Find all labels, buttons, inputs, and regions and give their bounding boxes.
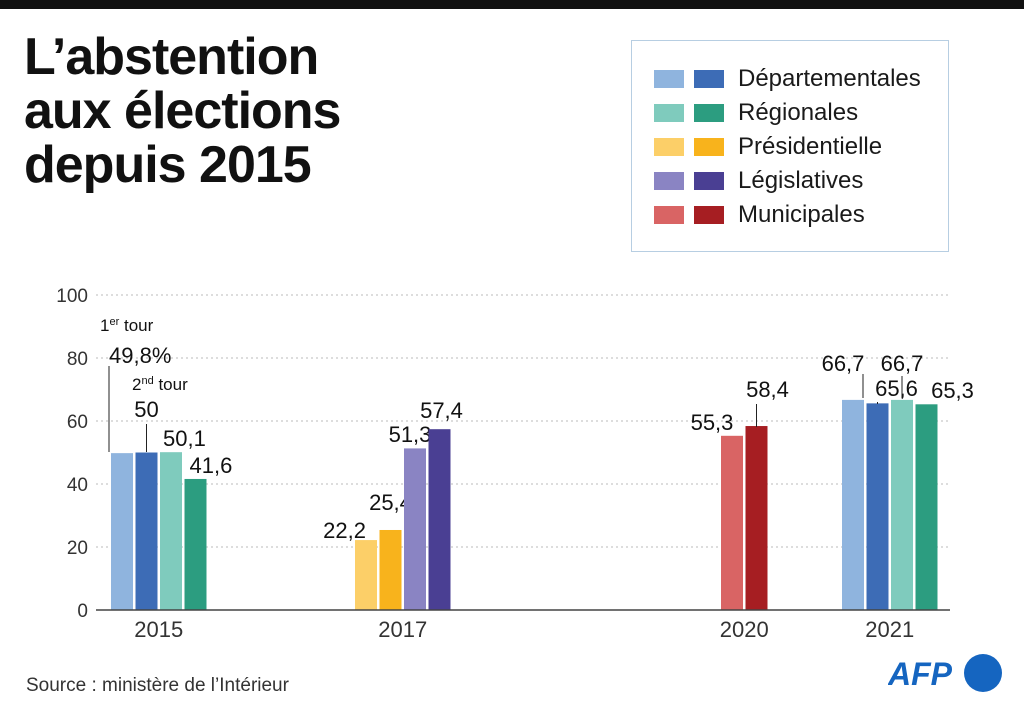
data-label: 50,1	[163, 426, 206, 451]
legend-item-regionales: Régionales	[654, 99, 859, 126]
legend-swatch-first-round	[654, 104, 684, 122]
afp-logo-circle	[964, 654, 1002, 692]
legend-item-legislatives: Législatives	[654, 167, 864, 194]
y-tick-label: 40	[67, 475, 88, 496]
legend-label: Législatives	[738, 167, 864, 194]
legend-swatch-first-round	[654, 172, 684, 190]
legend-label: Présidentielle	[738, 133, 883, 160]
data-label: 66,7	[881, 351, 924, 376]
bar-2017-2	[379, 529, 402, 610]
top-rule	[0, 0, 1024, 9]
legend-swatch-second-round	[694, 206, 724, 224]
bar-2020-1	[721, 435, 743, 610]
bar-2021-1	[842, 399, 864, 610]
first-round-annotation: 1er tour	[100, 316, 154, 335]
legend-swatch-first-round	[654, 138, 684, 156]
bar-2015-4	[184, 478, 207, 610]
data-label: 55,3	[691, 410, 734, 435]
title-line: aux élections	[24, 82, 341, 140]
legend-swatch-first-round	[654, 70, 684, 88]
legend-label: Municipales	[738, 201, 865, 228]
bar-2020-2	[745, 426, 768, 610]
bar-2015-3	[160, 452, 182, 610]
legend-swatch-second-round	[694, 104, 724, 122]
data-label: 57,4	[420, 398, 463, 423]
data-label: 66,7	[822, 351, 865, 376]
legend-item-presidentielle: Présidentielle	[654, 133, 883, 160]
bar-2021-2	[866, 403, 889, 610]
legend-label: Régionales	[738, 99, 859, 126]
data-label: 49,8%	[109, 343, 171, 368]
y-tick-label: 0	[77, 601, 88, 622]
bar-2017-4	[428, 429, 451, 610]
y-tick-label: 80	[67, 349, 88, 370]
bar-chart: 02040608010049,8%5050,141,6201522,225,45…	[56, 286, 974, 642]
y-tick-label: 60	[67, 412, 88, 433]
data-label: 41,6	[190, 453, 233, 478]
data-label: 50	[134, 397, 158, 422]
legend-swatch-second-round	[694, 172, 724, 190]
legend-item-departementales: Départementales	[654, 65, 921, 92]
legend-item-municipales: Municipales	[654, 201, 865, 228]
source-note: Source : ministère de l’Intérieur	[26, 675, 289, 696]
y-tick-label: 100	[56, 286, 88, 307]
legend-swatch-second-round	[694, 138, 724, 156]
legend-swatch-second-round	[694, 70, 724, 88]
x-tick-label: 2015	[134, 617, 183, 642]
data-label: 58,4	[746, 377, 789, 402]
page-title: L’abstention aux élections depuis 2015	[24, 28, 341, 194]
bar-2015-1	[111, 453, 133, 610]
afp-logo-text: AFP	[888, 656, 953, 692]
data-label: 51,3	[389, 422, 432, 447]
title-line: L’abstention	[24, 28, 319, 86]
y-tick-label: 20	[67, 538, 88, 559]
x-tick-label: 2020	[720, 617, 769, 642]
bar-2021-4	[915, 404, 938, 610]
second-round-annotation: 2nd tour	[132, 375, 188, 394]
title-line: depuis 2015	[24, 136, 312, 194]
bar-2015-2	[135, 452, 158, 610]
data-label: 22,2	[323, 518, 366, 543]
legend-label: Départementales	[738, 65, 921, 92]
data-label: 65,6	[875, 376, 918, 401]
bar-2021-3	[891, 399, 913, 610]
x-tick-label: 2021	[865, 617, 914, 642]
bar-2017-3	[404, 448, 426, 610]
x-tick-label: 2017	[378, 617, 427, 642]
legend: Départementales Régionales Présidentiell…	[631, 40, 949, 252]
legend-swatch-first-round	[654, 206, 684, 224]
afp-logo: AFP	[888, 654, 1002, 692]
bar-2017-1	[355, 540, 377, 610]
data-label: 65,3	[931, 378, 974, 403]
